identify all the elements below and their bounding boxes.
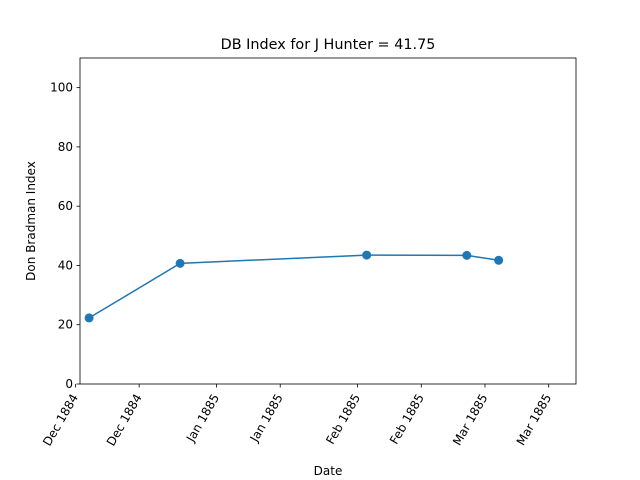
- y-tick-label: 80: [58, 140, 73, 154]
- y-tick-label: 20: [58, 318, 73, 332]
- y-axis: 0 20 40 60 80 100: [50, 81, 80, 391]
- data-point: [84, 313, 94, 323]
- y-tick-label: 60: [58, 199, 73, 213]
- plot-series: [84, 250, 504, 323]
- data-point: [362, 250, 372, 260]
- data-point: [175, 258, 185, 268]
- data-point: [494, 255, 504, 265]
- x-axis-label: Date: [314, 464, 343, 478]
- y-tick-label: 100: [50, 81, 73, 95]
- plot-frame: [79, 57, 577, 385]
- y-axis-label: Don Bradman Index: [24, 161, 38, 281]
- y-tick-label: 0: [65, 377, 73, 391]
- y-tick-label: 40: [58, 258, 73, 272]
- chart-title: DB Index for J Hunter = 41.75: [221, 37, 436, 53]
- data-point: [462, 250, 472, 260]
